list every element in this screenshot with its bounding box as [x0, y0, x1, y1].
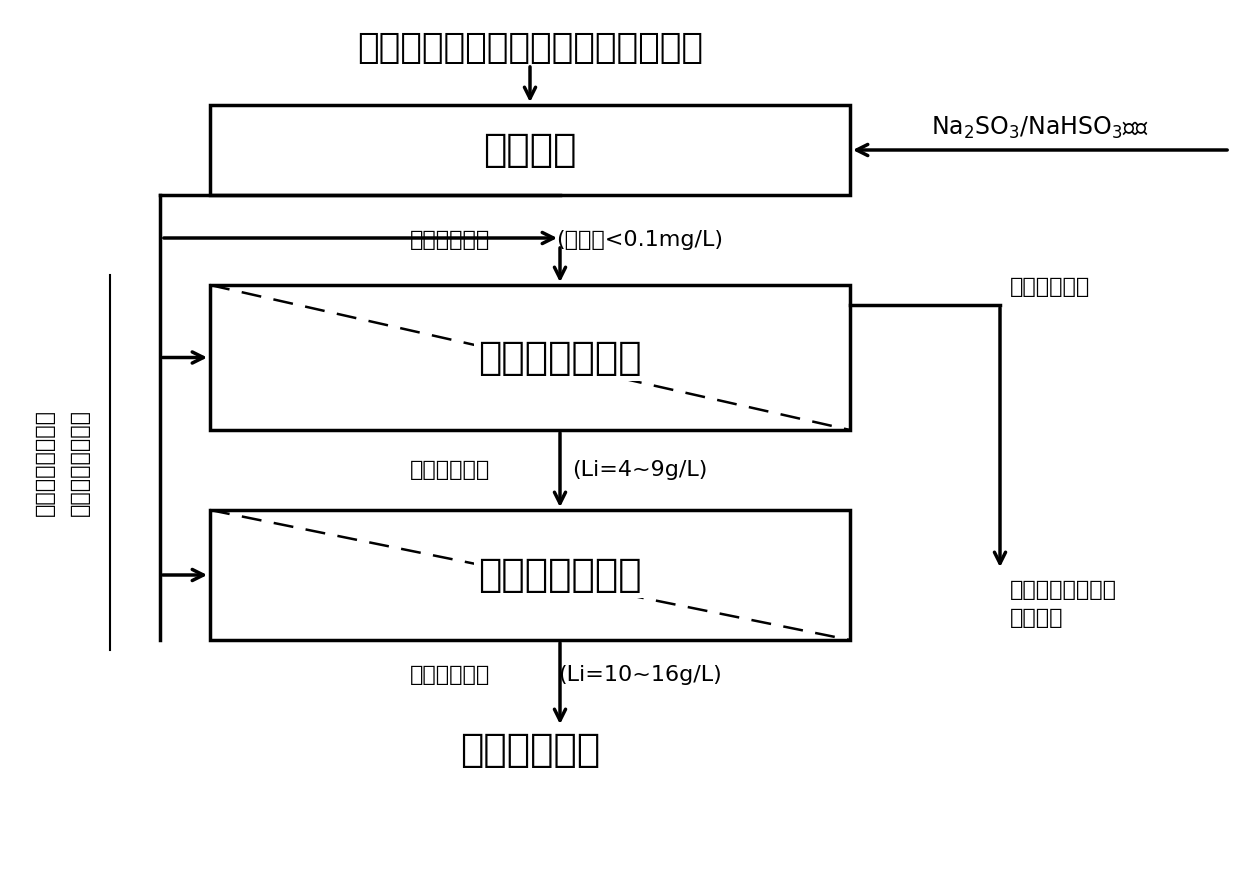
Text: 去制备碳酸锂: 去制备碳酸锂 — [460, 731, 600, 769]
Text: 二级电渗析提浓: 二级电渗析提浓 — [479, 556, 642, 594]
Text: Na$_2$SO$_3$/NaHSO$_3$溶液: Na$_2$SO$_3$/NaHSO$_3$溶液 — [931, 115, 1149, 141]
Text: 提锂原液: 提锂原液 — [1011, 608, 1064, 628]
Bar — [210, 510, 849, 640]
Text: 二级脱盐产水返回: 二级脱盐产水返回 — [35, 409, 55, 516]
Text: (Li=10~16g/L): (Li=10~16g/L) — [558, 665, 722, 685]
Text: 去除余氯: 去除余氯 — [484, 131, 577, 169]
Text: 一级电渗析富集: 一级电渗析富集 — [479, 338, 642, 376]
Text: (游离氯<0.1mg/L): (游离氯<0.1mg/L) — [557, 230, 723, 250]
Text: 一级作为脱盐原液: 一级作为脱盐原液 — [69, 409, 91, 516]
Text: 二级浓缩产水: 二级浓缩产水 — [410, 665, 490, 685]
Text: 一级脱盐产水: 一级脱盐产水 — [1011, 277, 1090, 297]
Text: (Li=4~9g/L): (Li=4~9g/L) — [573, 460, 708, 480]
Text: 返回提锂工段配制: 返回提锂工段配制 — [1011, 580, 1117, 600]
Text: 一级浓缩产水: 一级浓缩产水 — [410, 460, 490, 480]
Text: 来自电渗析提锂工段的电极液排放液: 来自电渗析提锂工段的电极液排放液 — [357, 31, 703, 65]
Bar — [210, 105, 849, 195]
Bar — [210, 285, 849, 430]
Text: 一级脱盐原液: 一级脱盐原液 — [410, 230, 490, 250]
